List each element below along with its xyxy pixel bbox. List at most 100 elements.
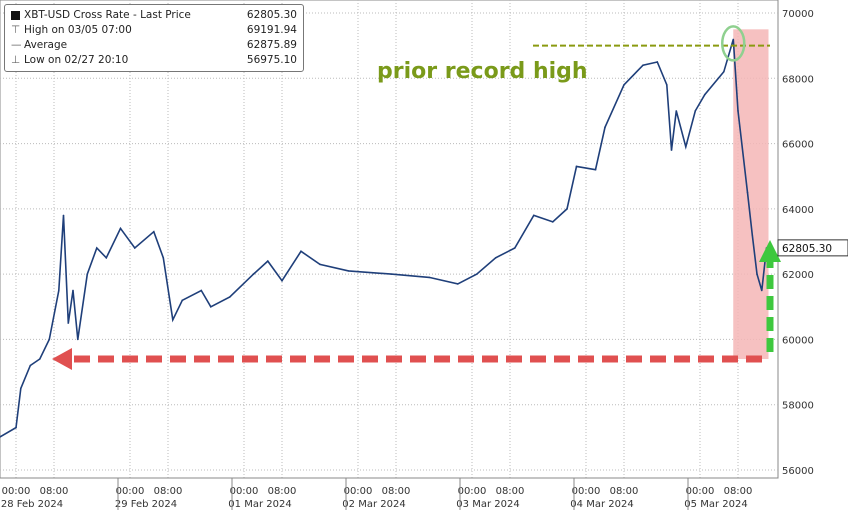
price-point [390,273,393,275]
price-point [228,296,231,298]
price-point [162,257,165,259]
x-tick-date: 29 Feb 2024 [115,499,177,510]
price-point [428,276,431,279]
legend-low-value: 56975.10 [246,54,297,66]
price-line [0,39,768,438]
x-tick-time: 08:00 [496,486,525,497]
x-tick-time: 00:00 [116,486,145,497]
price-point [551,221,554,223]
x-tick-time: 08:00 [382,486,411,497]
price-point [494,257,497,259]
price-point [756,273,758,275]
price-point [751,234,754,236]
price-point [665,84,668,86]
x-tick-date: 05 Mar 2024 [684,499,747,510]
price-point [119,227,122,230]
price-point [86,273,89,275]
price-point [760,289,763,292]
x-tick-time: 08:00 [40,486,69,497]
y-tick-label: 70000 [782,9,814,20]
legend-series: XBT-USD Cross Rate - Last Price 62805.30 [11,8,297,23]
x-tick-time: 08:00 [268,486,297,497]
price-point [703,93,706,96]
price-point [722,70,725,73]
x-tick-date: 02 Mar 2024 [342,499,405,510]
price-point [594,168,597,171]
price-point [513,247,516,249]
x-tick-time: 08:00 [724,486,753,497]
price-point [347,270,350,272]
price-point [475,273,478,275]
price-point [575,165,578,168]
price-point [67,322,70,324]
price-point [133,247,136,249]
x-tick-time: 08:00 [610,486,639,497]
price-point [209,305,212,308]
price-point [181,299,184,302]
price-point [19,387,22,390]
x-tick-time: 00:00 [686,486,715,497]
x-tick-time: 00:00 [572,486,601,497]
x-tick-date: 03 Mar 2024 [456,499,519,510]
price-point [737,110,739,112]
low-marker-icon: ⊥ [11,54,21,66]
price-point [566,208,568,210]
high-marker-icon: ⊤ [11,24,21,36]
plot-area [0,0,779,479]
x-tick-date: 28 Feb 2024 [1,499,63,510]
price-point [300,250,302,253]
legend-high-label: High on 03/05 07:00 [24,24,132,36]
prior-record-high-label: prior record high [377,59,588,84]
price-point [29,364,32,367]
price-point [675,110,678,112]
x-tick-time: 00:00 [230,486,259,497]
y-tick-label: 60000 [782,335,814,346]
legend-average: — Average 62875.89 [11,38,297,53]
legend-low: ⊥ Low on 02/27 20:10 56975.10 [11,53,297,68]
legend-avg-label: Average [24,39,68,51]
x-tick-time: 00:00 [458,486,487,497]
x-tick-date: 01 Mar 2024 [228,499,291,510]
average-marker-icon: — [11,39,22,51]
price-point [72,289,74,292]
price-point [642,64,644,67]
price-point [694,110,697,112]
y-tick-label: 64000 [782,205,814,216]
price-point [266,260,269,262]
last-price-label: 62805.30 [782,243,832,255]
y-tick-label: 68000 [782,74,814,85]
price-point [732,38,735,41]
price-point [684,146,687,148]
legend-low-label: Low on 02/27 20:10 [24,54,129,66]
price-point [105,257,108,259]
x-tick-date: 04 Mar 2024 [570,499,633,510]
price-point [746,191,749,194]
price-point [95,247,98,249]
price-point [15,426,17,429]
selloff-shade [733,29,769,360]
legend-title: XBT-USD Cross Rate - Last Price [24,9,191,21]
price-point [656,61,659,63]
price-point [152,230,155,233]
record-high-circle [721,25,746,62]
price-point [38,358,41,360]
y-tick-label: 56000 [782,466,814,477]
last-price-box [777,239,848,257]
price-point [670,149,673,151]
legend-high-value: 69191.94 [246,24,297,36]
price-point [252,273,255,275]
legend-avg-value: 62875.89 [246,39,297,51]
price-point [532,214,535,217]
price-point [319,263,321,266]
x-tick-time: 08:00 [154,486,183,497]
support-arrow-head-icon [52,348,72,371]
price-point [76,338,79,341]
price-point [57,289,60,292]
x-tick-time: 00:00 [2,486,31,497]
legend-high: ⊤ High on 03/05 07:00 69191.94 [11,23,297,38]
price-point [456,283,459,285]
price-point [281,279,283,282]
y-tick-label: 66000 [782,140,814,151]
